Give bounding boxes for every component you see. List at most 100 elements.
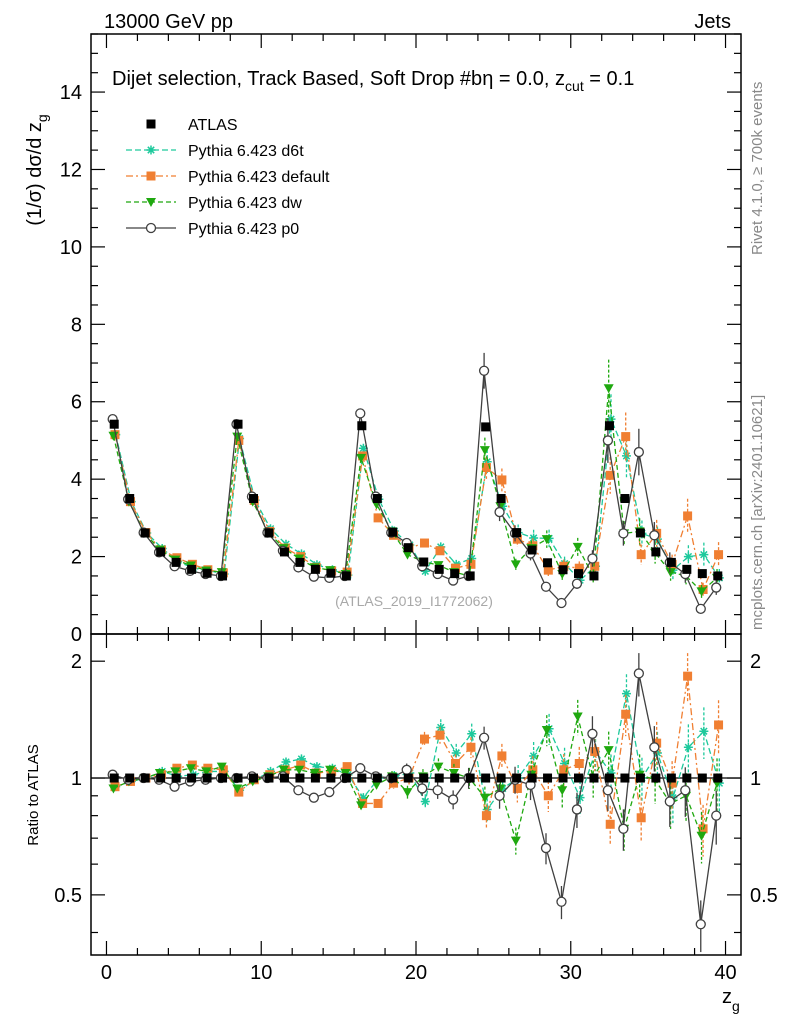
ratio-point bbox=[527, 773, 537, 783]
ratio-point bbox=[420, 734, 430, 744]
data-point bbox=[695, 603, 706, 614]
ratio-point bbox=[125, 773, 135, 783]
ratio-point bbox=[481, 773, 491, 783]
ratio-point bbox=[602, 785, 614, 796]
ratio-point bbox=[435, 730, 445, 740]
data-point bbox=[621, 432, 631, 442]
data-point bbox=[571, 578, 583, 589]
data-point bbox=[388, 527, 398, 537]
ratio-point bbox=[433, 762, 444, 772]
ratio-point bbox=[635, 773, 645, 783]
plot-title-main: Dijet selection, Track Based, Soft Drop … bbox=[112, 68, 482, 90]
ratio-point bbox=[479, 793, 490, 803]
data-point bbox=[714, 550, 724, 560]
data-point bbox=[233, 419, 243, 429]
data-point bbox=[543, 558, 553, 568]
plot-title-tail: = 0.1 bbox=[584, 68, 635, 90]
data-point bbox=[156, 547, 166, 557]
ratio-point bbox=[466, 742, 476, 752]
ratio-y-tick-label-right: 0.5 bbox=[750, 885, 778, 907]
ratio-point bbox=[621, 709, 631, 719]
ratio-point bbox=[419, 773, 429, 783]
data-point bbox=[683, 552, 693, 562]
ratio-point bbox=[401, 764, 412, 775]
ratio-point bbox=[482, 804, 492, 814]
data-point bbox=[326, 568, 336, 578]
main-panel-data bbox=[107, 352, 724, 614]
ratio-y-tick-label-right: 2 bbox=[750, 651, 761, 673]
data-point bbox=[540, 581, 552, 592]
series-dw bbox=[108, 359, 723, 598]
data-point bbox=[529, 533, 539, 543]
data-point bbox=[497, 475, 507, 485]
ratio-point bbox=[371, 780, 382, 790]
data-point bbox=[512, 534, 522, 544]
ratio-point bbox=[388, 773, 398, 783]
data-point bbox=[372, 494, 382, 504]
data-point bbox=[651, 547, 661, 557]
ratio-point bbox=[589, 773, 599, 783]
ratio-point bbox=[389, 778, 399, 788]
ratio-y-tick-label: 2 bbox=[71, 651, 82, 673]
plot-title-sub: cut bbox=[565, 78, 584, 94]
data-point bbox=[574, 569, 583, 579]
ratio-point bbox=[497, 751, 507, 761]
data-point bbox=[435, 546, 445, 556]
ratio-point bbox=[606, 768, 616, 778]
ratio-point bbox=[465, 773, 475, 783]
ratio-point bbox=[699, 726, 709, 736]
ratio-point bbox=[434, 773, 444, 783]
ratio-point bbox=[697, 773, 707, 783]
ratio-point bbox=[436, 722, 446, 732]
ratio-point bbox=[326, 773, 336, 783]
data-point bbox=[450, 569, 460, 579]
legend-label: Pythia 6.423 p0 bbox=[188, 221, 299, 238]
x-tick-label: 0 bbox=[101, 962, 112, 984]
ratio-point bbox=[651, 773, 661, 783]
legend-item-default: Pythia 6.423 default bbox=[126, 169, 330, 186]
ratio-point bbox=[574, 759, 584, 769]
y-tick-label: 0 bbox=[71, 624, 82, 646]
ratio-point bbox=[633, 668, 645, 679]
data-point bbox=[510, 560, 521, 570]
data-point bbox=[558, 565, 568, 575]
data-point bbox=[665, 568, 676, 578]
data-point bbox=[249, 494, 258, 504]
legend-item-atlas: ATLAS bbox=[146, 117, 238, 134]
data-point bbox=[633, 446, 645, 458]
data-point bbox=[636, 550, 646, 560]
data-point bbox=[187, 564, 197, 574]
y-tick-label: 8 bbox=[71, 314, 82, 336]
data-point bbox=[481, 463, 491, 473]
ratio-point bbox=[202, 773, 212, 783]
x-tick-label: 20 bbox=[405, 962, 427, 984]
data-point bbox=[109, 419, 119, 429]
ratio-line-dw bbox=[113, 716, 718, 844]
data-point bbox=[606, 414, 616, 424]
legend-marker bbox=[146, 171, 156, 181]
data-point bbox=[479, 446, 490, 456]
axes bbox=[90, 33, 742, 956]
data-point bbox=[495, 502, 506, 512]
ratio-point bbox=[140, 773, 150, 783]
ratio-y-tick-label: 0.5 bbox=[54, 885, 82, 907]
ratio-point bbox=[169, 781, 180, 792]
data-point bbox=[264, 528, 274, 538]
ratio-point bbox=[417, 783, 428, 794]
ratio-point bbox=[201, 767, 212, 777]
y-axis-label: (1/σ) dσ/d zg bbox=[24, 114, 50, 225]
ratio-y-tick-label: 1 bbox=[71, 768, 82, 790]
ratio-point bbox=[450, 773, 460, 783]
ratio-point bbox=[402, 788, 413, 798]
data-point bbox=[683, 511, 693, 521]
ratio-point bbox=[478, 732, 490, 743]
ratio-point bbox=[714, 720, 724, 730]
data-point bbox=[605, 470, 615, 480]
data-point bbox=[295, 557, 305, 567]
ratio-point bbox=[264, 773, 274, 783]
ratio-point bbox=[683, 671, 693, 681]
ratio-line-p0 bbox=[112, 673, 717, 925]
data-point bbox=[494, 506, 505, 518]
data-point bbox=[310, 564, 320, 574]
legend-marker bbox=[146, 119, 156, 129]
